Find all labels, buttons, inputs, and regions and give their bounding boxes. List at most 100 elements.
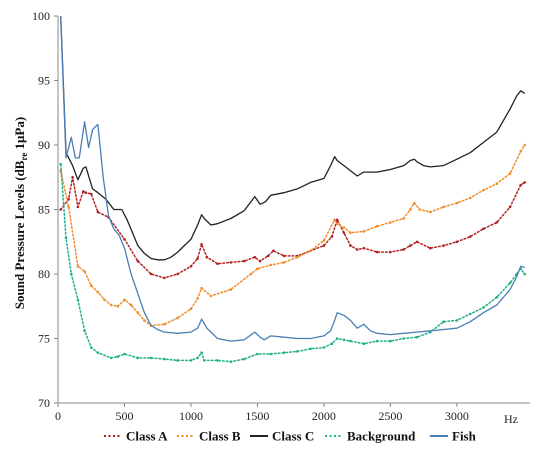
x-tick-label: 500 (115, 409, 133, 423)
data-point-background (335, 337, 339, 340)
data-point-class-a (59, 208, 62, 211)
data-point-class-b (442, 205, 445, 209)
data-point-class-a (189, 265, 193, 268)
legend-item-class-b: Class B (177, 429, 241, 444)
data-point-class-a (429, 246, 432, 250)
data-point-class-a (282, 254, 286, 258)
data-point-class-a (82, 190, 85, 193)
y-tick-label: 95 (38, 74, 50, 88)
data-point-class-a (266, 254, 270, 258)
data-point-class-a (229, 261, 233, 264)
data-point-class-b (269, 263, 273, 267)
legend-label: Class B (199, 429, 241, 444)
legend-item-background: Background (325, 429, 416, 444)
data-point-class-b (375, 225, 379, 228)
data-point-class-a (375, 250, 379, 254)
data-point-class-b (123, 298, 126, 302)
data-point-class-a (415, 240, 419, 244)
data-point-class-b (163, 323, 166, 326)
data-point-class-b (96, 290, 100, 294)
data-point-class-a (136, 259, 140, 263)
data-point-background (70, 272, 73, 276)
data-point-background (109, 356, 113, 360)
data-point-class-a (468, 235, 472, 238)
x-tick-label: 1000 (179, 409, 203, 423)
data-point-class-a (330, 235, 334, 238)
data-point-class-a (519, 183, 522, 187)
data-point-background (149, 356, 153, 360)
data-point-class-a (163, 276, 166, 280)
data-point-background (76, 298, 80, 302)
data-point-class-b (389, 221, 392, 224)
data-point-class-b (200, 286, 203, 290)
data-point-background (96, 351, 100, 355)
y-tick-label: 85 (38, 203, 50, 217)
data-point-background (482, 306, 485, 309)
data-point-class-b (296, 255, 299, 259)
data-point-background (189, 359, 193, 362)
data-point-class-b (209, 294, 213, 298)
data-point-class-a (84, 191, 88, 194)
data-point-background (163, 357, 166, 361)
data-point-class-b (409, 208, 412, 211)
series-layer (59, 15, 526, 364)
data-point-background (269, 352, 273, 356)
data-point-background (116, 355, 120, 358)
data-point-class-a (196, 257, 199, 260)
data-point-class-b (429, 210, 432, 214)
data-point-class-a (409, 244, 412, 247)
data-point-background (200, 351, 203, 355)
data-point-background (89, 346, 93, 349)
data-point-background (123, 352, 126, 356)
data-point-class-b (309, 249, 312, 253)
data-point-class-a (335, 218, 339, 222)
data-point-background (415, 335, 419, 339)
data-point-background (389, 339, 392, 343)
data-point-background (59, 163, 62, 166)
data-point-class-a (89, 192, 93, 196)
data-point-background (309, 347, 312, 351)
data-point-class-a (76, 205, 80, 209)
series-line-background (59, 163, 526, 363)
legend: Class A Class B Class C Background Fish (104, 429, 477, 444)
data-point-class-b (249, 272, 253, 276)
y-tick-label: 70 (38, 396, 50, 410)
data-point-background (196, 356, 199, 360)
data-point-background (296, 350, 299, 353)
data-point-background (442, 320, 445, 324)
x-tick-label: 2000 (312, 409, 336, 423)
data-point-class-a (523, 181, 526, 184)
data-point-class-a (200, 243, 203, 246)
y-axis-title-subscript: re (19, 153, 29, 161)
data-point-class-a (258, 259, 262, 263)
data-point-class-a (67, 197, 70, 201)
data-point-background (455, 319, 459, 322)
data-point-background (83, 329, 86, 333)
data-point-class-b (418, 208, 421, 211)
data-point-class-a (71, 175, 74, 179)
data-point-class-b (523, 143, 526, 147)
data-point-class-a (216, 262, 219, 266)
data-point-class-b (342, 226, 346, 229)
x-axis-title: Hz (504, 412, 518, 426)
legend-label: Class C (272, 429, 314, 444)
data-point-class-b (495, 182, 499, 185)
data-point-background (523, 272, 526, 276)
data-point-class-b (229, 288, 233, 291)
data-point-class-b (362, 230, 366, 233)
data-point-background (342, 338, 346, 342)
legend-label: Fish (452, 429, 477, 444)
data-point-class-a (176, 272, 179, 276)
data-point-class-b (468, 196, 472, 200)
y-tick-label: 75 (38, 332, 50, 346)
data-point-class-b (109, 303, 113, 307)
data-point-background (203, 359, 206, 362)
data-point-class-b (256, 267, 259, 271)
data-point-class-b (519, 150, 522, 153)
y-axis-title-tail: 1μPa) (12, 117, 27, 153)
data-point-background (322, 346, 326, 349)
data-point-background (256, 352, 259, 356)
